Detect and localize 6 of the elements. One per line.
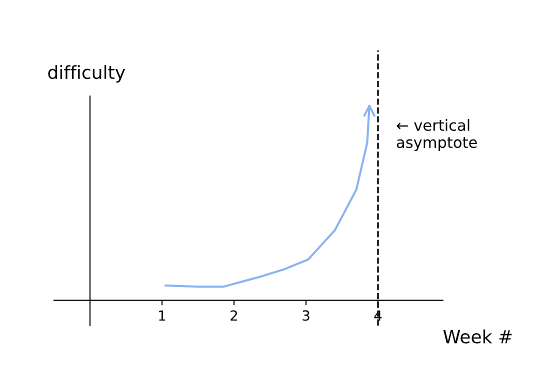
x-tick-label: 3 — [302, 310, 310, 321]
x-tick-label: 1 — [159, 310, 166, 321]
y-axis-title: difficulty — [48, 65, 126, 83]
x-tick-label: 2 — [230, 310, 238, 321]
x-axis-title: Week # — [443, 329, 512, 344]
ref-line-label: ← vertical asymptote — [396, 119, 477, 152]
